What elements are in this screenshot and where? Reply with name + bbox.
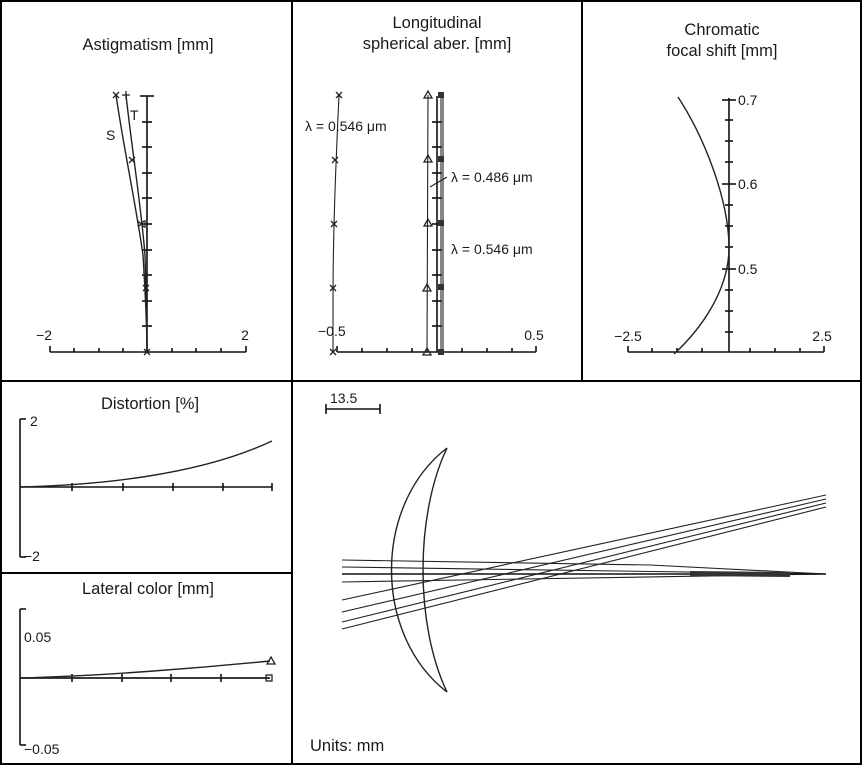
scale-bar-label: 13.5 [330, 390, 357, 406]
astigmatism-label-t: T [130, 107, 139, 123]
longitudinal-title-line2: spherical aber. [mm] [363, 35, 512, 53]
lateral-color-square-marker [265, 674, 273, 682]
ray-bundle-marginal [341, 559, 827, 583]
longitudinal-curve-left [332, 94, 340, 352]
longitudinal-curve-triangles [426, 94, 429, 353]
meniscus-lens [390, 447, 448, 693]
chromatic-y-tick-0.5: 0.5 [738, 261, 758, 277]
longitudinal-x-ticks [336, 346, 537, 352]
astigmatism-panel: Astigmatism [mm] −2 2 S [36, 36, 249, 356]
units-label: Units: mm [310, 737, 384, 755]
lateral-color-y-tick-min: −0.05 [24, 741, 60, 757]
chromatic-x-tick-max: 2.5 [812, 328, 832, 344]
chromatic-y-tick-0.7: 0.7 [738, 92, 758, 108]
longitudinal-x-tick-min: −0.5 [318, 323, 346, 339]
astigmatism-title: Astigmatism [mm] [82, 36, 213, 54]
longitudinal-wavelength-label-1: λ = 0.546 μm [305, 118, 387, 134]
astigmatism-tangential-curve [125, 94, 148, 353]
ray-bundle-off-axis [341, 494, 827, 630]
chromatic-panel: Chromatic focal shift [mm] 0.7 0.6 0.5 −… [614, 21, 832, 355]
chromatic-x-ticks [627, 346, 825, 352]
focus-convergence [690, 571, 790, 577]
longitudinal-square-markers [438, 92, 444, 355]
astigmatism-x-ticks [49, 346, 247, 352]
distortion-y-tick-min: −2 [24, 548, 40, 564]
astigmatism-x-tick-max: 2 [241, 327, 249, 343]
lateral-color-curve-triangles [19, 660, 271, 679]
distortion-panel: Distortion [%] 2 −2 [19, 395, 273, 564]
lateral-color-triangle-marker [265, 655, 277, 665]
longitudinal-title-line1: Longitudinal [393, 14, 482, 32]
distortion-title: Distortion [%] [101, 395, 199, 413]
longitudinal-label-leader [429, 176, 448, 188]
lateral-color-panel: Lateral color [mm] 0.05 −0.05 [19, 580, 277, 757]
lateral-color-title: Lateral color [mm] [82, 580, 214, 598]
chromatic-title-line2: focal shift [mm] [667, 42, 778, 60]
chromatic-x-tick-min: −2.5 [614, 328, 642, 344]
astigmatism-markers [112, 91, 151, 356]
chromatic-focal-shift-curve [673, 96, 730, 355]
longitudinal-y-ticks [432, 121, 442, 327]
lateral-color-y-tick-max: 0.05 [24, 629, 51, 645]
astigmatism-y-ticks [140, 95, 154, 327]
longitudinal-triangle-markers [421, 89, 434, 356]
lens-layout-panel: 13.5 Units: mm [310, 390, 827, 755]
longitudinal-wavelength-label-3: λ = 0.546 μm [451, 241, 533, 257]
distortion-curve [19, 440, 273, 488]
longitudinal-left-markers [329, 91, 343, 356]
longitudinal-x-tick-max: 0.5 [524, 327, 544, 343]
distortion-y-tick-max: 2 [30, 413, 38, 429]
chromatic-y-tick-0.6: 0.6 [738, 176, 758, 192]
astigmatism-label-s: S [106, 127, 115, 143]
longitudinal-wavelength-label-2: λ = 0.486 μm [451, 169, 533, 185]
longitudinal-panel: Longitudinal spherical aber. [mm] −0.5 0… [305, 14, 544, 356]
astigmatism-x-tick-min: −2 [36, 327, 52, 343]
chromatic-title-line1: Chromatic [684, 21, 759, 39]
